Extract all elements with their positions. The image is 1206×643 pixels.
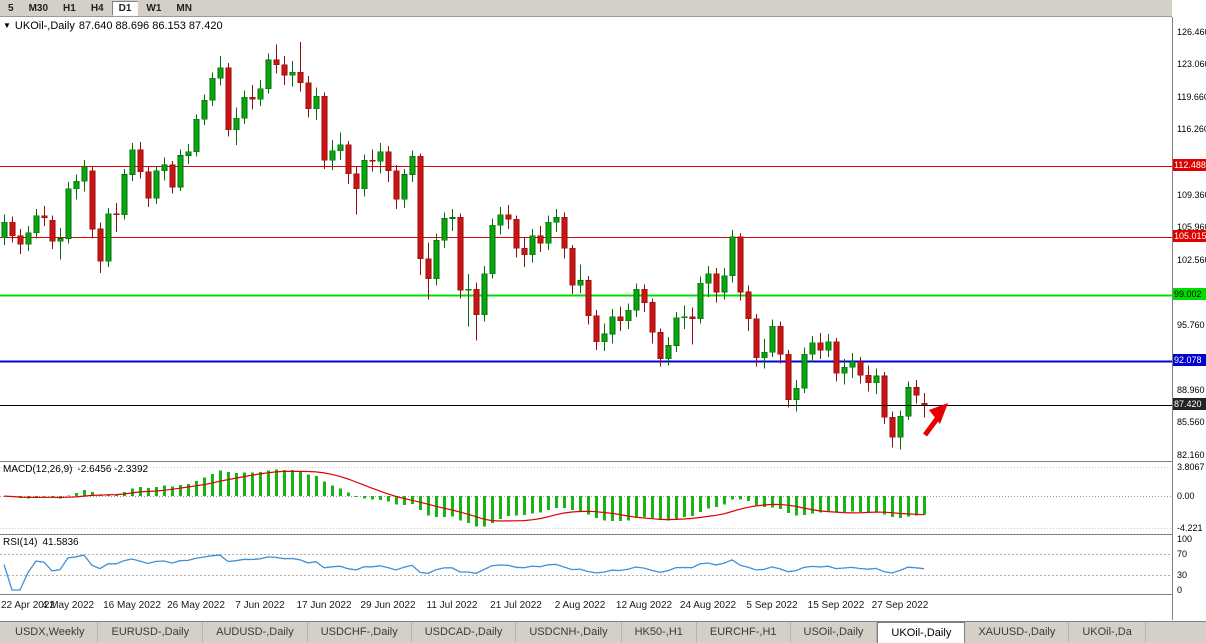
macd-axis-tick: 3.8067 — [1177, 462, 1205, 473]
rsi-indicator-pane[interactable]: RSI(14) 41.5836 — [0, 535, 1172, 594]
price-axis-tick: 85.560 — [1177, 417, 1205, 428]
price-level-badge: 99.002 — [1172, 287, 1206, 300]
macd-name: MACD(12,26,9) — [3, 464, 73, 475]
axis-separator-line — [1172, 17, 1173, 620]
chart-tab-xauusd-daily[interactable]: XAUUSD-,Daily — [965, 622, 1070, 643]
date-axis-label: 26 May 2022 — [167, 600, 225, 611]
rsi-chart — [0, 554, 1172, 591]
timeframe-button-h1[interactable]: H1 — [63, 2, 76, 14]
chart-tab-ukoil-da[interactable]: UKOil-,Da — [1069, 622, 1146, 643]
price-axis-tick: 95.760 — [1177, 319, 1205, 330]
chart-tab-usdcnh-daily[interactable]: USDCNH-,Daily — [516, 622, 622, 643]
chart-tab-hk50-h1[interactable]: HK50-,H1 — [622, 622, 697, 643]
timeframe-button-mn[interactable]: MN — [176, 2, 192, 14]
macd-histogram — [11, 469, 926, 527]
timeframe-toolbar: 5 M30 H1 H4 D1 W1 MN — [0, 0, 1206, 17]
price-axis-tick: 109.360 — [1177, 189, 1206, 200]
candlestick-chart[interactable] — [0, 17, 1172, 461]
chart-tab-usdx-weekly[interactable]: USDX,Weekly — [2, 622, 99, 643]
price-level-badge: 87.420 — [1172, 398, 1206, 411]
chart-tab-eurusd-daily[interactable]: EURUSD-,Daily — [98, 622, 204, 643]
rsi-levels — [0, 554, 1172, 576]
rsi-axis-tick: 30 — [1177, 569, 1188, 580]
date-axis-label: 22 Apr 2022 — [1, 600, 55, 611]
date-axis-label: 5 Sep 2022 — [746, 600, 798, 611]
chart-tab-ukoil-daily[interactable]: UKOil-,Daily — [877, 622, 966, 643]
rsi-axis-tick: 0 — [1177, 585, 1183, 595]
date-axis-label: 17 Jun 2022 — [296, 600, 352, 611]
price-axis-tick: 119.660 — [1177, 91, 1206, 102]
chart-tab-bar: USDX,Weekly EURUSD-,Daily AUDUSD-,Daily USD… — [0, 621, 1206, 643]
date-axis-label: 2 Aug 2022 — [554, 600, 606, 611]
chart-symbol-period: UKOil-,Daily — [14, 20, 75, 32]
date-axis-label: 4 May 2022 — [41, 600, 95, 611]
chart-tab-audusd-daily[interactable]: AUDUSD-,Daily — [203, 622, 308, 643]
pane-separator[interactable] — [0, 534, 1206, 535]
price-axis-tick: 105.960 — [1177, 222, 1206, 233]
levels-and-candles — [0, 41, 1172, 450]
price-axis-tick: 116.260 — [1177, 124, 1206, 135]
date-axis-label: 12 Aug 2022 — [615, 600, 673, 611]
chart-tab-usdcad-daily[interactable]: USDCAD-,Daily — [412, 622, 517, 643]
pane-separator[interactable] — [0, 461, 1206, 462]
chart-collapse-icon[interactable]: ▼ — [3, 21, 11, 30]
price-axis-tick: 82.160 — [1177, 449, 1205, 460]
chart-tab-usoil-daily[interactable]: USOil-,Daily — [791, 622, 878, 643]
macd-values: -2.6456 -2.3392 — [77, 464, 149, 475]
rsi-name: RSI(14) — [3, 537, 38, 548]
macd-label: MACD(12,26,9) -2.6456 -2.3392 — [3, 464, 153, 475]
macd-chart — [0, 467, 1172, 529]
timeframe-button-d1[interactable]: D1 — [111, 0, 139, 16]
macd-grid — [0, 467, 1172, 529]
price-level-badge: 92.078 — [1172, 353, 1206, 366]
macd-axis-tick: 0.00 — [1177, 491, 1195, 502]
date-axis-label: 15 Sep 2022 — [807, 600, 865, 611]
price-axis-tick: 126.460 — [1177, 26, 1206, 37]
rsi-label: RSI(14) 41.5836 — [3, 537, 84, 548]
rsi-axis-tick: 100 — [1177, 534, 1193, 544]
price-level-badge: 105.015 — [1172, 230, 1206, 243]
price-axis[interactable]: 126.460 123.060 119.660 116.260 109.360 105.9… — [1172, 0, 1206, 620]
date-axis-label: 16 May 2022 — [103, 600, 161, 611]
main-chart-pane[interactable]: ▼ UKOil-,Daily 87.640 88.696 86.153 87.420 — [0, 17, 1172, 461]
macd-signal-line — [3, 470, 925, 522]
timeframe-button-h4[interactable]: H4 — [90, 2, 104, 14]
chart-title: ▼ UKOil-,Daily 87.640 88.696 86.153 87.420 — [3, 20, 227, 32]
date-axis-label: 21 Jul 2022 — [490, 600, 542, 611]
rsi-value: 41.5836 — [42, 537, 79, 548]
pane-separator — [0, 594, 1206, 595]
chart-tab-usdchf-daily[interactable]: USDCHF-,Daily — [308, 622, 412, 643]
chart-ohlc-values: 87.640 88.696 86.153 87.420 — [78, 20, 223, 32]
timeframe-button-5[interactable]: 5 — [8, 2, 14, 14]
price-level-badge: 112.488 — [1172, 159, 1206, 172]
price-axis-tick: 102.560 — [1177, 254, 1206, 265]
date-axis-label: 27 Sep 2022 — [871, 600, 929, 611]
date-axis-label: 7 Jun 2022 — [235, 600, 285, 611]
timeframe-button-m30[interactable]: M30 — [28, 2, 49, 14]
time-axis[interactable]: 22 Apr 2022 4 May 2022 16 May 2022 26 May 2… — [0, 595, 1172, 621]
price-axis-tick: 123.060 — [1177, 59, 1206, 70]
macd-indicator-pane[interactable]: MACD(12,26,9) -2.6456 -2.3392 — [0, 462, 1172, 534]
trend-arrow-annotation[interactable] — [922, 403, 948, 437]
timeframe-button-w1[interactable]: W1 — [146, 2, 162, 14]
rsi-line — [3, 554, 925, 591]
rsi-axis-tick: 70 — [1177, 549, 1188, 560]
chart-tab-eurchf-h1[interactable]: EURCHF-,H1 — [697, 622, 791, 643]
price-axis-tick: 88.960 — [1177, 384, 1205, 395]
macd-axis-tick: -4.221 — [1177, 523, 1203, 534]
date-axis-label: 29 Jun 2022 — [360, 600, 416, 611]
date-axis-label: 11 Jul 2022 — [426, 600, 478, 611]
date-axis-label: 24 Aug 2022 — [679, 600, 737, 611]
